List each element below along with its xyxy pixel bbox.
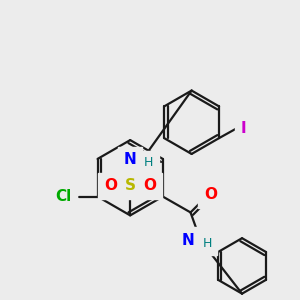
- Text: N: N: [123, 152, 136, 167]
- Text: I: I: [241, 121, 247, 136]
- Text: S: S: [125, 178, 136, 193]
- Text: O: O: [204, 187, 217, 202]
- Text: H: H: [144, 156, 153, 170]
- Text: Cl: Cl: [56, 189, 72, 204]
- Text: O: O: [143, 178, 157, 193]
- Text: N: N: [182, 233, 194, 248]
- Text: H: H: [202, 237, 212, 250]
- Text: O: O: [104, 178, 117, 193]
